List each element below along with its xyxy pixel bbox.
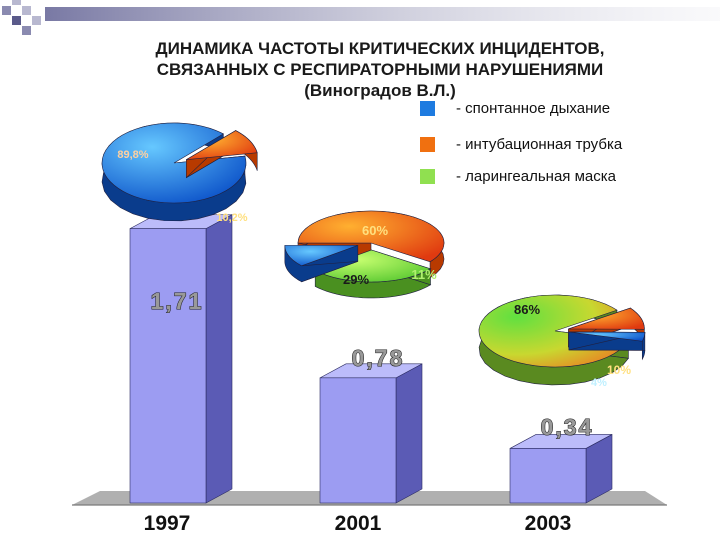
pie-slice — [568, 331, 646, 361]
slice-top — [284, 245, 358, 267]
header-stripe — [45, 7, 720, 21]
legend-swatch — [420, 169, 435, 184]
pie-value-label: 29% — [343, 272, 369, 287]
bar-value-label: 0,78 — [352, 345, 405, 371]
bar-front — [509, 448, 587, 504]
slice-top — [297, 210, 445, 263]
bar-front — [319, 377, 397, 504]
legend-swatch — [420, 137, 435, 152]
deco-square — [22, 6, 31, 15]
legend-label: - спонтанное дыхание — [456, 100, 611, 117]
pie-value-label: 4% — [591, 377, 607, 389]
slice-top — [568, 331, 646, 342]
pie-value-label: 10% — [607, 363, 631, 377]
chart-title-line-2: СВЯЗАННЫХ С РЕСПИРАТОРНЫМИ НАРУШЕНИЯМИ — [156, 60, 604, 79]
bar-1997 — [129, 214, 233, 504]
pie-value-label: 10,2% — [216, 212, 247, 224]
x-tick-label: 1997 — [144, 512, 191, 535]
deco-square — [2, 6, 11, 15]
deco-square — [32, 16, 41, 25]
bar-value-label: 1,71 — [151, 288, 204, 314]
deco-square — [12, 16, 21, 25]
pie-value-label: 86% — [514, 302, 540, 317]
pie-value-label: 89,8% — [117, 149, 148, 161]
corner-decoration — [2, 0, 720, 35]
pie-slice — [314, 249, 432, 299]
bar-side — [395, 363, 423, 504]
pie-slice — [186, 130, 258, 179]
pie-value-label: 60% — [362, 223, 388, 238]
bar-2001 — [319, 363, 423, 504]
x-tick-label: 2001 — [335, 512, 382, 535]
deco-square — [12, 0, 21, 5]
pie-1997 — [101, 122, 258, 222]
legend-label: - интубационная трубка — [456, 136, 623, 153]
slice-top — [101, 122, 247, 204]
legend-swatch — [420, 101, 435, 116]
bar-2003 — [509, 433, 613, 504]
slice-top — [568, 307, 645, 330]
bar-side — [205, 214, 233, 504]
bar-front — [129, 228, 207, 504]
pie-2003 — [478, 294, 646, 386]
deco-square — [22, 26, 31, 35]
chart-title-line-3: (Виноградов В.Л.) — [304, 81, 456, 100]
pie-value-label: 11% — [411, 267, 437, 282]
x-tick-label: 2003 — [525, 512, 572, 535]
slice-top — [314, 249, 432, 283]
slice-top — [186, 130, 258, 160]
legend-label: - ларингеальная маска — [456, 168, 616, 185]
pie-slice — [284, 244, 359, 283]
pie-2001 — [284, 210, 445, 299]
bar-value-label: 0,34 — [541, 414, 594, 440]
chart-title-line-1: ДИНАМИКА ЧАСТОТЫ КРИТИЧЕСКИХ ИНЦИДЕНТОВ, — [155, 39, 605, 58]
